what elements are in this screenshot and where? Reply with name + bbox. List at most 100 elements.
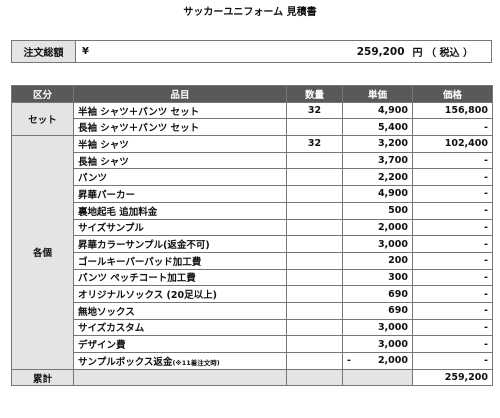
item-cell: 長袖 シャツ (73, 151, 287, 170)
category-cell: セット (11, 101, 74, 137)
item-note: (※11着注文時) (172, 358, 220, 367)
order-total-unit: 円 （ 税込 ） (412, 48, 473, 59)
table-row: 長袖 シャツ 3,700 - (12, 151, 493, 170)
table-row: 昇華カラーサンプル(返金不可) 3,000 - (12, 235, 493, 253)
unit-price-cell: 3,000 (342, 235, 413, 253)
unit-price-cell: 3,700 (342, 151, 413, 170)
total-label: 累計 (11, 368, 74, 387)
quantity-cell (286, 285, 343, 303)
item-cell: 裏地起毛 追加料金 (73, 201, 287, 220)
table-row: サンプルボックス返金(※11着注文時) -2,000 - (12, 352, 493, 370)
quantity-cell (286, 185, 343, 203)
header-amount: 価格 (412, 85, 493, 103)
unit-price-cell: 300 (342, 268, 413, 287)
amount-cell: - (412, 285, 493, 303)
total-amount: 259,200 (412, 368, 493, 387)
minus-sign: - (347, 355, 351, 367)
unit-price-value: 2,000 (377, 355, 408, 367)
item-cell: 無地ソックス (73, 301, 287, 320)
unit-price-cell: 690 (342, 301, 413, 320)
item-cell: 長袖 シャツ＋パンツ セット (73, 118, 287, 137)
unit-price-cell: 3,000 (342, 335, 413, 353)
item-cell: サイズサンプル (73, 218, 287, 237)
total-row: 累計 259,200 (11, 368, 493, 387)
total-blank-cell (286, 368, 343, 387)
order-total-label: 注文総額 (12, 41, 76, 62)
quantity-cell (286, 201, 343, 220)
item-cell: パンツ ペッチコート加工費 (73, 268, 287, 287)
amount-cell: - (412, 218, 493, 237)
quantity-cell (286, 335, 343, 353)
table-row: デザイン費 3,000 - (12, 335, 493, 353)
quantity-cell (286, 268, 343, 287)
amount-cell: - (412, 185, 493, 203)
order-total-box: 注文総額 ¥ 259,200 円 （ 税込 ） (11, 40, 492, 63)
amount-cell: 102,400 (412, 135, 493, 153)
table-row: 長袖 シャツ＋パンツ セット 5,400 - (12, 118, 493, 137)
amount-cell: - (412, 251, 493, 270)
table-row: サイズカスタム 3,000 - (12, 318, 493, 337)
quantity-cell (286, 118, 343, 137)
item-cell: 昇華カラーサンプル(返金不可) (73, 235, 287, 253)
amount-cell: - (412, 335, 493, 353)
quantity-cell (286, 235, 343, 253)
yen-mark: ¥ (82, 46, 89, 57)
item-label: サンプルボックス返金 (78, 356, 173, 368)
item-cell: オリジナルソックス (20足以上) (73, 285, 287, 303)
table-row: サイズサンプル 2,000 - (12, 218, 493, 237)
item-cell: サイズカスタム (73, 318, 287, 337)
unit-price-cell: 2,000 (342, 218, 413, 237)
quantity-cell (286, 352, 343, 370)
unit-price-cell: 200 (342, 251, 413, 270)
unit-price-cell: 500 (342, 201, 413, 220)
table-row: 裏地起毛 追加料金 500 - (12, 201, 493, 220)
item-cell: パンツ (73, 168, 287, 187)
amount-cell: - (412, 235, 493, 253)
quantity-cell: 32 (286, 135, 343, 153)
unit-price-cell: - 2,000 (342, 352, 413, 370)
table-row: 各個 半袖 シャツ 32 3,200 102,400 (11, 135, 493, 370)
item-cell: 半袖 シャツ＋パンツ セット (73, 101, 287, 120)
table-row: 昇華パーカー 4,900 - (12, 185, 493, 203)
quantity-cell: 32 (286, 101, 343, 120)
table-row: ゴールキーパーパッド加工費 200 - (12, 251, 493, 270)
table-row: セット 半袖 シャツ＋パンツ セット 32 4,900 156,800 (11, 101, 493, 137)
header-quantity: 数量 (286, 85, 343, 103)
header-unit-price: 単価 (342, 85, 413, 103)
amount-cell: - (412, 201, 493, 220)
quantity-cell (286, 251, 343, 270)
amount-cell: - (412, 151, 493, 170)
quantity-cell (286, 218, 343, 237)
amount-cell: - (412, 352, 493, 370)
amount-cell: - (412, 168, 493, 187)
unit-price-cell: 3,200 (342, 135, 413, 153)
quantity-cell (286, 168, 343, 187)
total-blank-cell (342, 368, 413, 387)
quantity-cell (286, 318, 343, 337)
table-row: パンツ 2,200 - (12, 168, 493, 187)
unit-price-cell: 2,200 (342, 168, 413, 187)
unit-price-cell: 3,000 (342, 318, 413, 337)
header-category: 区分 (11, 85, 74, 103)
unit-price-cell: 690 (342, 285, 413, 303)
header-item: 品目 (73, 85, 287, 103)
unit-price-cell: 5,400 (342, 118, 413, 137)
amount-cell: - (412, 301, 493, 320)
item-cell: ゴールキーパーパッド加工費 (73, 251, 287, 270)
unit-price-cell: 4,900 (342, 101, 413, 120)
amount-cell: - (412, 268, 493, 287)
item-cell: サンプルボックス返金(※11着注文時) (73, 352, 287, 370)
order-total-amount: 259,200 (356, 45, 405, 58)
quantity-cell (286, 301, 343, 320)
total-blank-cell (73, 368, 287, 387)
table-row: 無地ソックス 690 - (12, 301, 493, 320)
item-cell: デザイン費 (73, 335, 287, 353)
page-title: サッカーユニフォーム 見積書 (183, 7, 317, 18)
item-cell: 半袖 シャツ (73, 135, 287, 153)
category-cell: 各個 (11, 135, 74, 370)
amount-cell: - (412, 318, 493, 337)
item-cell: 昇華パーカー (73, 185, 287, 203)
quantity-cell (286, 151, 343, 170)
table-row: パンツ ペッチコート加工費 300 - (12, 268, 493, 287)
table-header-row: 区分 品目 数量 単価 価格 (11, 85, 493, 103)
